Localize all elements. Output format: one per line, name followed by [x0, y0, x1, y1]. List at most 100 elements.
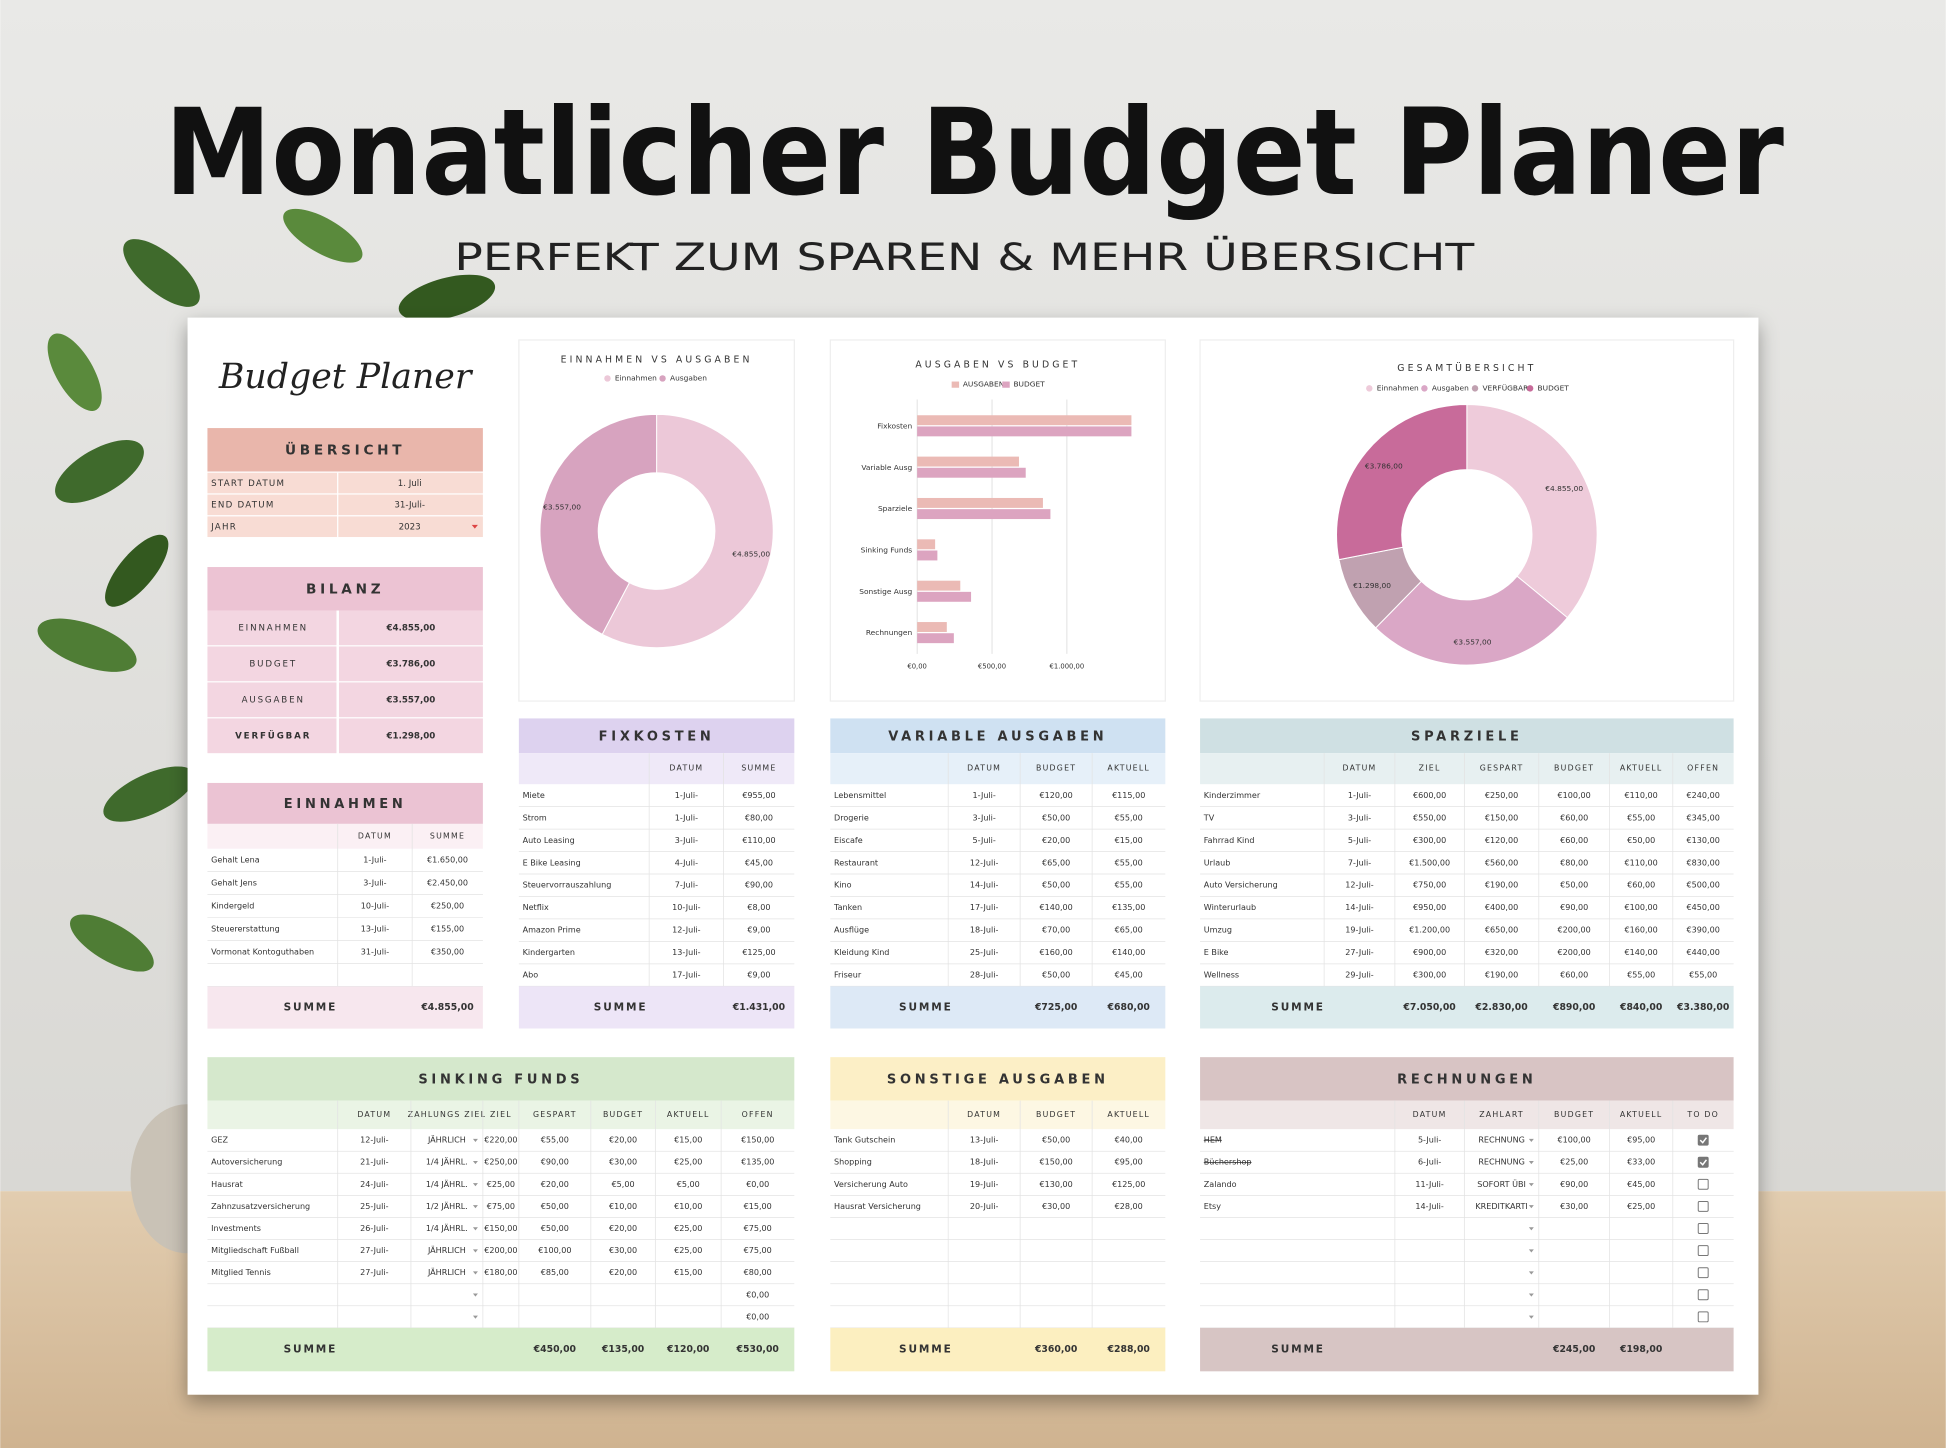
checkbox[interactable]: [1697, 1267, 1709, 1279]
cell: €110,00: [1625, 858, 1658, 867]
cell: 10-Juli-: [361, 902, 390, 911]
cell: €110,00: [742, 836, 775, 845]
cell: €9,00: [747, 971, 770, 980]
panel-header: [830, 1057, 1166, 1101]
x-tick-label: €500,00: [978, 662, 1006, 670]
row-value: 1. Juli: [398, 479, 422, 489]
row-name: Drogerie: [834, 813, 869, 822]
cell: 29-Juli-: [1345, 971, 1374, 980]
panel-title: BILANZ: [306, 581, 384, 597]
row-name: E Bike: [1204, 948, 1229, 957]
cell: €1.500,00: [1409, 858, 1450, 867]
panel-title: SPARZIELE: [1411, 730, 1523, 745]
cell: €55,00: [1115, 858, 1143, 867]
panel-header: [1200, 718, 1734, 754]
bar: [917, 426, 1132, 437]
sum-value: €2.830,00: [1474, 1002, 1528, 1013]
row-name: Winterurlaub: [1204, 903, 1256, 912]
cell: €30,00: [1042, 1202, 1070, 1211]
bar: [917, 591, 972, 602]
cell: €830,00: [1687, 858, 1720, 867]
bar: [917, 509, 1051, 520]
content: ÜBERSICHT START DATUM 1. Juli END DATUM 31-J…: [207, 339, 1735, 1372]
cell: 27-Juli-: [1345, 948, 1374, 957]
row-name: Vormonat Kontoguthaben: [211, 947, 314, 956]
cell: €30,00: [609, 1246, 637, 1255]
checkbox[interactable]: [1697, 1289, 1709, 1301]
cell: €0,00: [746, 1180, 769, 1189]
cell: 19-Juli-: [1345, 926, 1374, 935]
row: [207, 646, 483, 682]
checkbox[interactable]: [1697, 1134, 1709, 1146]
cell: €250,00: [431, 902, 464, 911]
sum-label: SUMME: [899, 1001, 953, 1013]
cell: €140,00: [1625, 948, 1658, 957]
cell: €90,00: [541, 1158, 569, 1167]
cell: 3-Juli-: [973, 813, 996, 822]
cell: €20,00: [609, 1268, 637, 1277]
data-label: €3.786,00: [1365, 461, 1403, 470]
cell: €15,00: [674, 1268, 702, 1277]
column-header: DATUM: [1413, 1110, 1447, 1119]
panel-header: [1200, 1057, 1734, 1101]
cell: €28,00: [1115, 1202, 1143, 1211]
cell: €25,00: [674, 1246, 702, 1255]
row-label: END DATUM: [211, 501, 274, 511]
cell: 7-Juli-: [675, 881, 698, 890]
cell: €500,00: [1687, 881, 1720, 890]
cell: 3-Juli-: [675, 836, 698, 845]
sum-row: [207, 1327, 795, 1372]
cell: €25,00: [1560, 1158, 1588, 1167]
cell: €70,00: [1042, 926, 1070, 935]
legend-swatch: [604, 375, 611, 382]
sum-value: €288,00: [1107, 1344, 1151, 1355]
column-header: DATUM: [358, 831, 392, 840]
cell: €15,00: [674, 1136, 702, 1145]
legend-swatch: [659, 375, 666, 382]
cell: €250,00: [1485, 791, 1518, 800]
y-tick-label: Variable Ausg: [861, 463, 912, 472]
cell: 14-Juli-: [1415, 1202, 1444, 1211]
row: [207, 718, 483, 754]
chart-title: AUSGABEN VS BUDGET: [915, 359, 1080, 370]
checkbox[interactable]: [1697, 1245, 1709, 1257]
sum-row: [518, 986, 795, 1029]
checkbox[interactable]: [1697, 1200, 1709, 1212]
cell: 28-Juli-: [970, 971, 999, 980]
cell: 6-Juli-: [1418, 1158, 1441, 1167]
row-label: AUSGABEN: [242, 695, 305, 705]
cell: €100,00: [1558, 1136, 1591, 1145]
column-header: DATUM: [357, 1110, 391, 1119]
dropdown-arrow: [1528, 1183, 1534, 1187]
row-name: Steuererstattung: [211, 925, 280, 934]
cell: €50,00: [541, 1202, 569, 1211]
cell: 1-Juli-: [973, 791, 996, 800]
cell: €345,00: [1687, 813, 1720, 822]
cell: 5-Juli-: [973, 836, 996, 845]
checkbox[interactable]: [1697, 1178, 1709, 1190]
cell: €55,00: [1115, 813, 1143, 822]
panel-title: EINNAHMEN: [284, 797, 407, 812]
column-header-row: [207, 823, 483, 849]
chart-panel: [829, 339, 1166, 702]
chart-title: GESAMTÜBERSICHT: [1397, 363, 1536, 374]
dropdown-arrow: [1528, 1205, 1534, 1209]
cell: €135,00: [741, 1158, 774, 1167]
cell: 12-Juli-: [1345, 881, 1374, 890]
checkbox[interactable]: [1697, 1311, 1709, 1323]
cell: €0,00: [746, 1290, 769, 1299]
row-name: Auto Versicherung: [1204, 881, 1278, 890]
cell: €80,00: [1560, 858, 1588, 867]
row: [207, 682, 483, 718]
cell: €220,00: [484, 1136, 517, 1145]
dropdown-arrow: [1528, 1227, 1534, 1231]
cell: €25,00: [674, 1158, 702, 1167]
checkbox[interactable]: [1697, 1156, 1709, 1168]
cell: €95,00: [1627, 1136, 1655, 1145]
cell: 1/4 JÄHRL.: [426, 1223, 468, 1233]
checkbox[interactable]: [1697, 1223, 1709, 1234]
cell: €150,00: [741, 1136, 774, 1145]
data-label: €3.557,00: [543, 503, 581, 512]
cell: €650,00: [1485, 926, 1518, 935]
plant: [37, 208, 496, 1254]
